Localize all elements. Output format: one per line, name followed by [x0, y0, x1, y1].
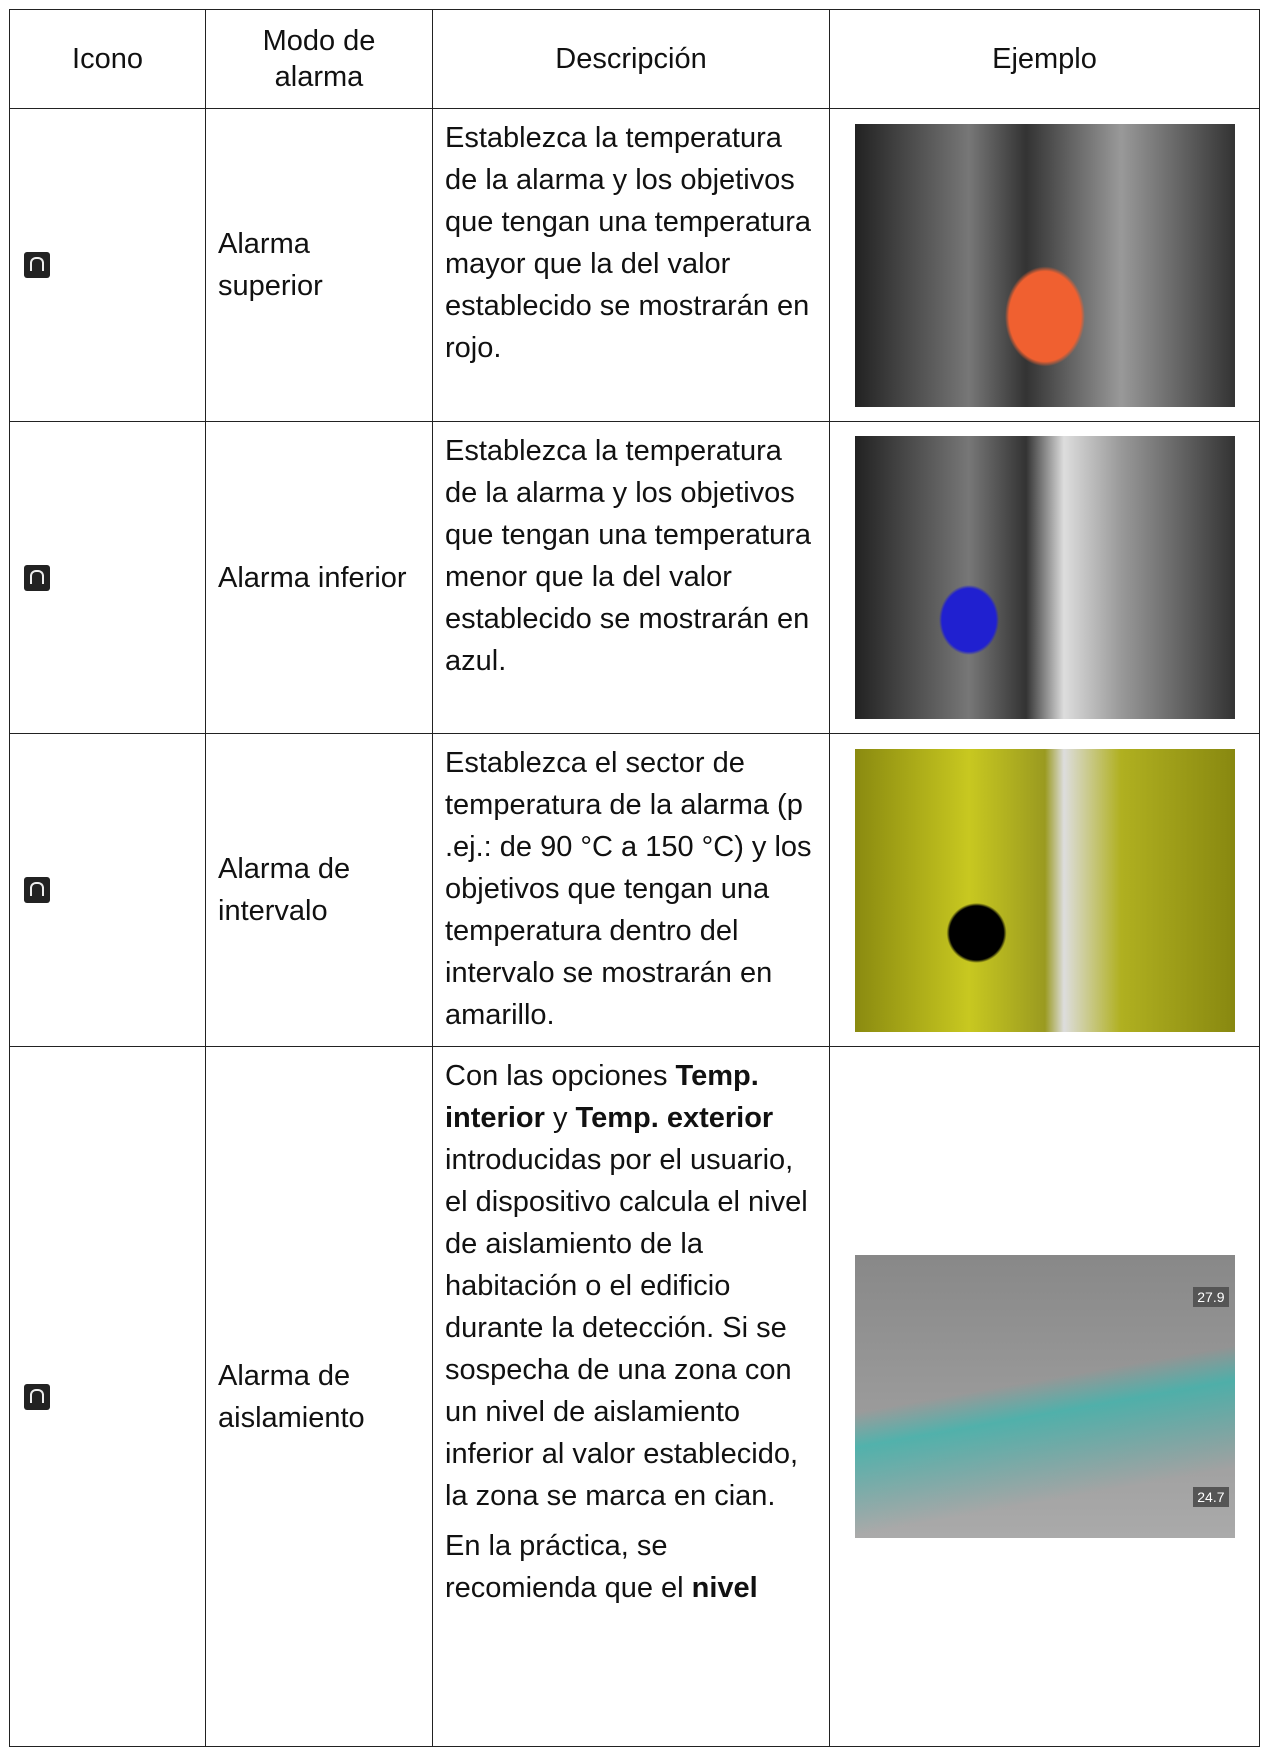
row: Alarma de intervalo Establezca el sector…	[9, 733, 1260, 1047]
mode: Alarma inferior	[205, 421, 433, 734]
icon	[24, 564, 50, 591]
icon	[24, 877, 50, 903]
bold-text: Temp. interior	[445, 1060, 759, 1134]
mode: Alarma de aislamiento	[205, 1046, 433, 1747]
header-cell: Icono	[9, 9, 206, 109]
alarm-table: Icono Modo de alarma Descripción Ejemplo…	[9, 9, 1260, 1747]
scale-max: 27.9	[1193, 1287, 1229, 1307]
page: Icono Modo de alarma Descripción Ejemplo…	[9, 9, 1260, 1747]
mode: Alarma de intervalo	[205, 733, 433, 1047]
header-cell: Modo de alarma	[205, 9, 433, 109]
row: Alarma superior Establezca la temperatur…	[9, 108, 1260, 422]
icon	[24, 252, 50, 278]
row: Alarma de aislamiento Con las opciones T…	[9, 1046, 1260, 1747]
example-image: 27.9 24.7	[854, 1255, 1235, 1538]
description: En la práctica, se recomienda que el niv…	[445, 1525, 817, 1609]
description: Establezca la temperatura de la alarma y…	[445, 122, 811, 364]
header-row: Icono Modo de alarma Descripción Ejemplo	[9, 9, 1260, 109]
description: Establezca el sector de temperatura de l…	[445, 747, 812, 1031]
example-image	[854, 748, 1235, 1032]
text: En la práctica, se recomienda que el	[445, 1530, 692, 1604]
text: introducidas por el usuario, el disposit…	[445, 1144, 808, 1512]
scale-min: 24.7	[1193, 1487, 1229, 1507]
description: Con las opciones Temp. interior y Temp. …	[445, 1055, 817, 1517]
header-cell: Descripción	[432, 9, 830, 109]
icon	[24, 1383, 50, 1410]
header-cell: Ejemplo	[829, 9, 1260, 109]
bold-text: nivel	[691, 1572, 758, 1604]
mode: Alarma superior	[205, 108, 433, 422]
bold-text: Temp. exterior	[575, 1102, 774, 1134]
example-image	[854, 436, 1235, 719]
example-image	[854, 123, 1235, 407]
text: y	[544, 1102, 576, 1134]
row: Alarma inferior Establezca la temperatur…	[9, 421, 1260, 734]
text: Con las opciones	[445, 1060, 676, 1092]
description: Establezca la temperatura de la alarma y…	[445, 435, 811, 677]
